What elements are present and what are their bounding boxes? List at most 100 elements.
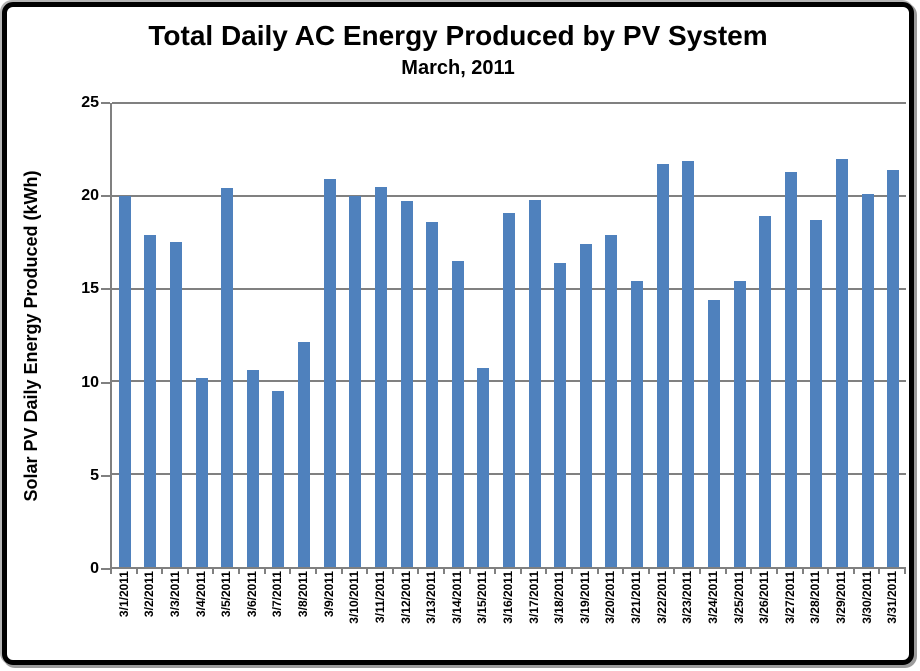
x-tick-mark-16 [519,567,522,574]
x-tick-mark-27 [801,567,804,574]
x-tick-mark-12 [417,567,420,574]
x-tick-mark-1 [135,567,138,574]
bar-3/15/2011 [477,368,490,567]
x-tick-label-3/31/2011: 3/31/2011 [885,571,900,624]
y-axis-tick-marks [101,102,110,570]
bar-3/16/2011 [503,212,515,567]
x-tick-mark-3 [186,567,189,574]
bar-3/30/2011 [861,193,874,567]
x-tick-label-3/1/2011: 3/1/2011 [116,571,131,618]
bar-3/9/2011 [323,179,336,567]
bar-3/1/2011 [118,195,131,567]
x-tick-label-3/9/2011: 3/9/2011 [321,571,336,618]
x-tick-label-3/17/2011: 3/17/2011 [526,571,541,624]
x-tick-label-3/13/2011: 3/13/2011 [424,571,439,624]
x-tick-mark-7 [289,567,292,574]
y-tick-mark-20 [101,195,110,198]
x-tick-mark-30 [878,567,881,574]
bar-3/29/2011 [835,158,848,567]
x-tick-label-3/22/2011: 3/22/2011 [654,571,669,624]
x-tick-label-3/18/2011: 3/18/2011 [552,571,567,624]
bar-3/21/2011 [631,281,644,567]
x-tick-mark-31 [904,567,906,574]
bar-3/24/2011 [707,299,720,567]
chart-frame: Total Daily AC Energy Produced by PV Sys… [2,2,914,665]
bar-3/20/2011 [605,234,618,567]
x-tick-label-3/30/2011: 3/30/2011 [859,571,874,624]
x-tick-label-3/21/2011: 3/21/2011 [629,571,644,624]
y-tick-label-15: 15 [81,280,99,298]
bar-3/4/2011 [195,377,208,567]
x-tick-label-3/12/2011: 3/12/2011 [398,571,413,624]
x-tick-mark-29 [852,567,855,574]
gridline-25 [112,102,906,104]
bar-3/7/2011 [272,390,285,567]
y-tick-mark-0 [101,568,110,570]
x-tick-label-3/15/2011: 3/15/2011 [475,571,490,624]
bar-3/17/2011 [528,199,541,567]
x-tick-label-3/8/2011: 3/8/2011 [296,571,311,618]
x-tick-mark-0 [110,567,112,574]
bar-3/18/2011 [554,262,567,567]
x-tick-label-3/26/2011: 3/26/2011 [757,571,772,624]
x-tick-mark-13 [442,567,445,574]
bar-3/23/2011 [682,160,695,567]
x-tick-label-3/3/2011: 3/3/2011 [168,571,183,618]
x-tick-label-3/19/2011: 3/19/2011 [577,571,592,624]
bar-3/6/2011 [246,370,259,567]
bar-3/3/2011 [170,242,183,567]
bar-3/19/2011 [579,244,592,567]
x-tick-mark-8 [314,567,317,574]
bar-3/22/2011 [656,164,669,567]
bar-3/12/2011 [400,201,413,567]
x-tick-mark-4 [212,567,215,574]
x-tick-label-3/24/2011: 3/24/2011 [705,571,720,624]
y-tick-label-25: 25 [81,94,99,111]
x-tick-mark-18 [571,567,574,574]
chart-subtitle: March, 2011 [401,57,515,79]
x-tick-mark-6 [263,567,266,574]
x-tick-label-3/23/2011: 3/23/2011 [680,571,695,624]
x-tick-label-3/20/2011: 3/20/2011 [603,571,618,624]
bar-3/10/2011 [349,195,362,567]
x-tick-label-3/10/2011: 3/10/2011 [347,571,362,624]
x-tick-label-3/11/2011: 3/11/2011 [372,571,387,624]
x-tick-label-3/28/2011: 3/28/2011 [808,571,823,624]
y-tick-label-0: 0 [90,560,99,577]
bar-3/31/2011 [887,169,900,567]
x-tick-label-3/27/2011: 3/27/2011 [782,571,797,624]
x-tick-mark-21 [647,567,650,574]
bar-3/5/2011 [221,188,234,567]
bar-3/25/2011 [733,281,746,567]
x-tick-label-3/6/2011: 3/6/2011 [244,571,259,618]
y-tick-mark-25 [101,102,110,104]
x-tick-label-3/16/2011: 3/16/2011 [501,571,515,624]
bar-3/2/2011 [144,234,157,567]
x-tick-mark-2 [161,567,164,574]
x-tick-mark-15 [494,567,497,574]
bar-3/8/2011 [298,342,311,567]
x-tick-mark-20 [622,567,625,574]
x-tick-mark-28 [827,567,830,574]
x-tick-label-3/29/2011: 3/29/2011 [833,571,848,624]
chart-title: Total Daily AC Energy Produced by PV Sys… [148,20,768,51]
x-axis-tick-marks [110,567,906,575]
bar-3/27/2011 [784,171,797,567]
x-tick-label-3/2/2011: 3/2/2011 [142,571,157,618]
x-tick-mark-23 [699,567,702,574]
y-tick-mark-5 [101,474,110,477]
x-tick-mark-17 [545,567,548,574]
x-tick-label-3/14/2011: 3/14/2011 [449,571,464,624]
x-tick-mark-19 [596,567,599,574]
bar-3/28/2011 [810,219,823,567]
x-tick-mark-5 [238,567,241,574]
x-tick-mark-9 [340,567,343,574]
x-tick-mark-11 [391,567,394,574]
y-axis-title: Solar PV Daily Energy Produced (kWh) [21,170,41,502]
bar-3/26/2011 [759,216,772,567]
x-tick-mark-10 [366,567,369,574]
plot-area [110,102,906,569]
x-tick-label-3/25/2011: 3/25/2011 [731,571,746,624]
x-tick-mark-25 [750,567,753,574]
x-axis-tick-labels: 3/1/2011 3/2/2011 3/3/2011 3/4/2011 3/5/2011… [111,569,905,660]
